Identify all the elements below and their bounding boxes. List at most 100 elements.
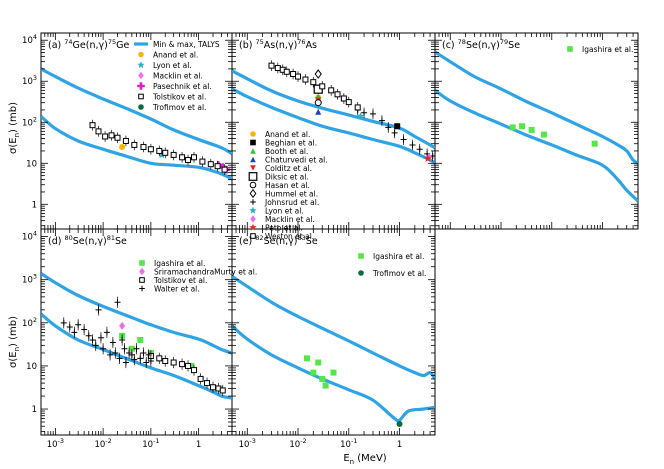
x-tick-label: 10-3	[47, 437, 64, 450]
panel-b-beghian-et-al-point-0	[394, 123, 401, 130]
panel-c-title: (c) 78Se(n,γ)79Se	[442, 38, 520, 51]
panel-a-tolstikov-et-al-point-13	[185, 157, 192, 164]
panel-c-igashira-et-al-point-3	[540, 131, 547, 138]
y-axis-label-bottom: σ(En) (mb)	[8, 316, 21, 368]
panel-e-igashira-et-al-point-2	[315, 359, 322, 366]
panel-c-igashira-et-al-point-1	[519, 123, 526, 130]
legend-e-1-swatch	[358, 270, 364, 276]
legend-b-7-label: Hummel et al.	[265, 190, 318, 199]
legend-b-6-label: Hasan et al.	[265, 181, 310, 190]
legend-talys-label: Min & max, TALYS	[153, 40, 220, 49]
panel-d-walter-et-al-point-19	[122, 359, 129, 366]
y-tick-label: 10	[26, 159, 37, 169]
x-tick-label: 1	[196, 440, 201, 450]
legend-b-1-swatch	[250, 139, 256, 146]
legend-a-2-swatch	[138, 71, 144, 80]
panel-b-weston-et-al-point-1	[274, 65, 281, 72]
panel-d-walter-et-al-point-26	[143, 359, 150, 366]
panel-b-talys-max-line	[232, 69, 435, 150]
panel-c-igashira-et-al-point-0	[509, 124, 516, 131]
panel-a-tolstikov-et-al-point-17	[214, 163, 221, 170]
panel-a-title: (a) 74Ge(n,γ)75Ge	[48, 38, 129, 51]
panel-d-igashira-et-al-point-4	[188, 362, 195, 369]
legend-b-12-swatch	[250, 233, 256, 239]
panel-b-weston-et-al-point-13	[354, 104, 361, 111]
y-tick-label: 1	[32, 405, 37, 415]
panel-b-lyon-et-al-point-0	[356, 112, 365, 120]
panel-a-tolstikov-et-al-point-12	[179, 154, 186, 161]
x-tick-label: 10-2	[94, 437, 111, 450]
x-tick-label: 10-1	[142, 437, 159, 450]
y-tick-label: 102	[22, 316, 37, 329]
panel-a-tolstikov-et-al-point-3	[108, 132, 115, 139]
legend-a-0-label: Anand et al.	[153, 51, 198, 60]
legend-b-0-label: Anand et al.	[265, 130, 310, 139]
legend-a-2-label: Macklin et al.	[153, 72, 203, 81]
legend-b-0-swatch	[250, 131, 256, 137]
legend-a-1-swatch	[137, 61, 145, 69]
legend-b-1-label: Beghian et al.	[265, 139, 317, 148]
panel-b-title: (b) 75As(n,γ)76As	[239, 38, 317, 51]
panel-d-walter-et-al-point-23	[133, 345, 140, 352]
panel-a-tolstikov-et-al-point-11	[170, 151, 177, 158]
panel-a-lyon-et-al-point-0	[158, 150, 166, 159]
panel-b-hummel-et-al-point-0	[314, 69, 322, 79]
panel-d-walter-et-al-point-18	[121, 345, 128, 352]
panel-d-tolstikov-et-al-point-5	[185, 362, 192, 369]
panel-b-weston-et-al-point-5	[295, 73, 302, 80]
legend-b-9-swatch	[249, 206, 257, 214]
panel-e-igashira-et-al-point-5	[322, 382, 329, 389]
panel-c-points	[509, 123, 598, 147]
panel-a-tolstikov-et-al-point-15	[199, 158, 206, 165]
panel-d-points	[60, 296, 226, 397]
legend-e-0-swatch	[358, 253, 364, 259]
panel-d-title: (d) 80Se(n,γ)81Se	[48, 234, 127, 247]
panel-a-tolstikov-et-al-point-18	[221, 166, 228, 173]
legend-d-2-label: Tolstikov et al.	[153, 276, 207, 285]
panel-titles: (a) 74Ge(n,γ)75Ge (b) 75As(n,γ)76As (c) 78…	[48, 38, 520, 247]
panel-a-tolstikov-et-al-point-8	[147, 146, 154, 153]
panel-d-talys-max-line	[41, 272, 232, 355]
panel-b-weston-et-al-point-7	[310, 79, 317, 86]
panel-d-walter-et-al-point-7	[92, 342, 99, 349]
panel-b-weston-et-al-point-8	[319, 83, 326, 90]
legend-b-4-swatch	[250, 165, 256, 171]
legend-b-12-label: Weston et al.	[265, 232, 314, 241]
panel-b-johnsrud-et-al-point-4	[385, 124, 392, 131]
x-tick-label: 10-3	[239, 437, 256, 450]
panel-d-walter-et-al-point-12	[107, 351, 114, 358]
panel-d-walter-et-al-point-17	[119, 336, 126, 343]
panel-b-johnsrud-et-al-point-7	[409, 141, 416, 148]
y-axis-label-top: σ(En) (mb)	[8, 102, 21, 154]
legend-b-4-label: Colditz et al.	[265, 164, 312, 173]
legend-b-10-swatch	[250, 215, 256, 223]
panel-a-tolstikov-et-al-point-2	[102, 133, 109, 140]
panel-a-points	[89, 119, 231, 175]
y-tick-label: 104	[22, 230, 37, 243]
y-tick-label: 103	[22, 74, 37, 87]
legend-e-0-label: Igashira et al.	[373, 252, 424, 261]
panel-a-tolstikov-et-al-point-1	[95, 128, 102, 135]
axis-ticks: 1 10 102 103 104 10-3 10-2 10-1 1 1 10 102 103 104 10-…	[22, 33, 639, 450]
legend-a-3-label: Pasechnik et al.	[153, 82, 212, 91]
panel-b-weston-et-al-point-11	[340, 95, 347, 102]
panel-b-peto-et-al-point-0	[423, 154, 432, 162]
panel-d-walter-et-al-point-16	[116, 355, 123, 362]
panel-d-tolstikov-et-al-point-1	[156, 355, 163, 362]
panel-d-igashira-et-al-point-1	[128, 345, 135, 352]
panel-d-walter-et-al-point-10	[100, 345, 107, 352]
legend-b-7-swatch	[249, 188, 257, 199]
panel-e-igashira-et-al-point-3	[319, 375, 326, 382]
legend-d-0-label: Igashira et al.	[154, 259, 205, 268]
panel-d-walter-et-al-point-6	[89, 336, 96, 343]
panel-d-walter-et-al-point-9	[97, 334, 104, 341]
panel-b-hasan-et-al-point-0	[314, 99, 322, 107]
panel-d-walter-et-al-point-15	[114, 299, 121, 306]
y-tick-label: 102	[22, 115, 37, 128]
panel-b-johnsrud-et-al-point-1	[361, 109, 368, 116]
panel-a-tolstikov-et-al-point-14	[190, 154, 197, 161]
panel-b-weston-et-al-point-0	[268, 62, 275, 69]
panel-e-trofimov-et-al-point-0	[396, 420, 403, 427]
panel-e-talys-min-line	[232, 324, 435, 423]
